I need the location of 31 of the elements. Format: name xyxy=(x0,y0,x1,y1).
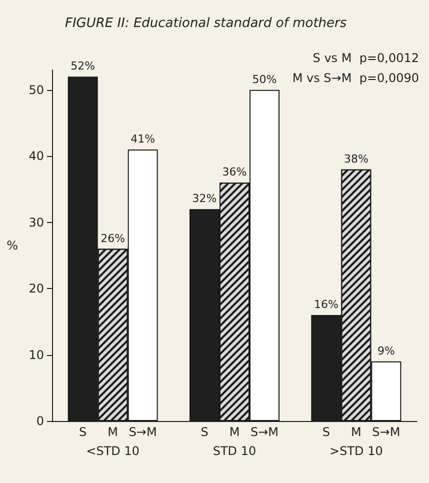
y-tick-label: 50 xyxy=(28,82,44,97)
series-label: S→M xyxy=(128,425,157,439)
x-tick-label: STD 10 xyxy=(212,444,256,458)
y-tick-label: 20 xyxy=(28,282,44,296)
text: S xyxy=(200,425,208,439)
chart-title: FIGURE II: Educational standard of mothers xyxy=(65,16,347,31)
text: M xyxy=(229,425,240,439)
y-tick-label: 10 xyxy=(28,348,44,362)
annotation: M vs S→M p=0,0090 xyxy=(292,71,420,85)
y-axis-title: % xyxy=(6,238,18,252)
text: S xyxy=(322,425,330,439)
text: M xyxy=(350,425,362,439)
text: S→M xyxy=(372,425,400,439)
text: S→M xyxy=(250,425,279,439)
series-label: M xyxy=(108,425,118,439)
data-label: 38% xyxy=(344,152,368,166)
data-label: 9% xyxy=(377,344,395,358)
y-tick-label: 40 xyxy=(28,149,44,164)
data-label: 41% xyxy=(130,132,156,146)
data-label: 50% xyxy=(252,72,277,86)
y-tick-label: 30 xyxy=(28,215,44,230)
data-label: 16% xyxy=(314,298,338,312)
data-label: 26% xyxy=(100,232,126,245)
y-tick-label: 0 xyxy=(36,414,44,428)
x-tick-label: >STD 10 xyxy=(330,444,383,458)
text: S vs M p=0,0012 xyxy=(312,51,420,65)
data-label: 32% xyxy=(192,192,217,206)
data-label: 52% xyxy=(70,60,96,73)
data-label: 36% xyxy=(222,166,247,179)
series-label: S xyxy=(79,425,87,439)
x-tick-label: <STD 10 xyxy=(86,444,140,458)
